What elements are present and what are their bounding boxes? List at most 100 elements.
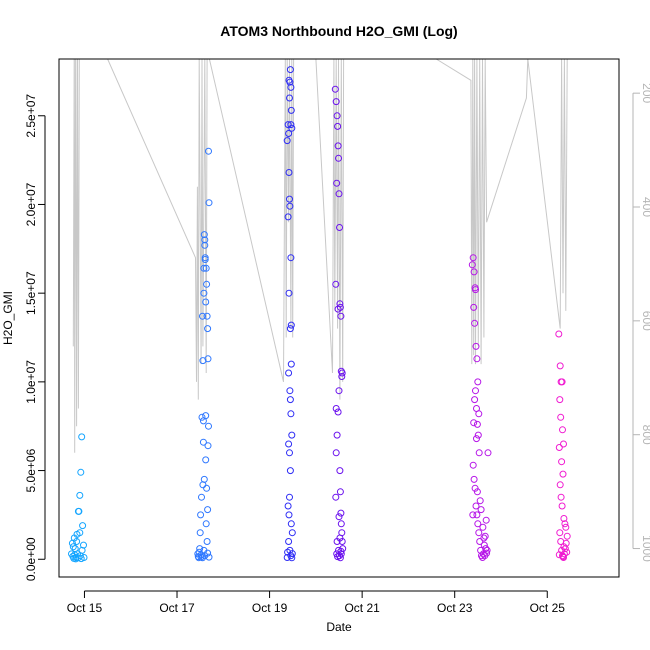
data-point (202, 264, 210, 272)
data-point (203, 280, 211, 288)
data-point (202, 456, 210, 464)
data-point (287, 106, 295, 114)
data-point (337, 509, 345, 517)
data-point (563, 532, 571, 540)
data-point (556, 481, 564, 489)
data-point (338, 369, 346, 377)
series-3 (283, 66, 296, 562)
y-tick-label: 1.5e+07 (24, 271, 38, 315)
data-point (73, 538, 81, 545)
data-point (338, 373, 346, 380)
y2-tick-label: 400 (640, 197, 650, 217)
data-point (333, 112, 341, 120)
series-4 (331, 85, 347, 562)
data-point (335, 190, 343, 198)
data-point (475, 410, 483, 418)
data-point (202, 520, 210, 528)
data-point (197, 511, 205, 519)
data-point (204, 442, 212, 450)
data-point (482, 516, 490, 524)
y-tick-label: 0.0e+00 (24, 537, 38, 581)
data-point (332, 449, 340, 457)
data-point (283, 554, 291, 561)
data-point (559, 426, 566, 434)
data-point (472, 286, 479, 294)
data-point (337, 312, 345, 320)
data-point (479, 554, 486, 561)
data-point (484, 449, 492, 457)
data-point (73, 530, 81, 538)
x-tick-label: Oct 19 (252, 601, 288, 615)
data-point (477, 506, 485, 514)
data-point (335, 513, 343, 521)
data-point (469, 511, 477, 519)
data-point (555, 330, 563, 338)
trace-line-5 (435, 59, 529, 365)
data-point (556, 529, 564, 537)
y-tick-label: 2.5e+07 (24, 94, 38, 138)
data-point (480, 534, 488, 542)
data-point (333, 431, 341, 439)
data-point (562, 539, 570, 547)
data-point (337, 520, 345, 528)
data-point (473, 420, 481, 428)
data-point (557, 493, 565, 501)
data-point (286, 396, 294, 404)
data-point (470, 268, 478, 276)
data-point (335, 387, 343, 395)
data-point (203, 484, 211, 492)
data-point (559, 470, 567, 478)
data-point (287, 83, 295, 91)
data-point (334, 142, 342, 150)
data-point (287, 520, 295, 528)
data-point (470, 475, 478, 483)
data-point (332, 98, 340, 106)
data-point (558, 458, 566, 466)
data-points-layer (68, 66, 571, 563)
x-axis: Oct 15 Oct 17 Oct 19 Oct 21 Oct 23 Oct 25 (67, 590, 565, 615)
data-point (285, 169, 293, 176)
data-point (205, 199, 213, 207)
data-point (284, 548, 292, 556)
data-point (201, 236, 209, 244)
data-point (473, 488, 481, 496)
data-point (80, 554, 88, 561)
y2-tick-label: 200 (640, 83, 650, 103)
data-point (473, 435, 480, 443)
pressure-trace-layer (72, 59, 568, 453)
data-point (200, 289, 208, 297)
data-point (287, 360, 295, 368)
data-point (334, 122, 342, 130)
data-point (202, 298, 210, 306)
data-point (482, 545, 490, 553)
y2-tick-label: 1000 (640, 535, 650, 562)
data-point (286, 195, 293, 203)
data-point (286, 493, 293, 501)
trace-line-2 (107, 59, 210, 400)
data-point (283, 137, 291, 145)
data-point (474, 520, 482, 528)
data-point (205, 553, 213, 561)
data-point (471, 319, 479, 327)
data-point (204, 549, 212, 557)
data-point (202, 412, 210, 420)
data-point (205, 147, 212, 155)
trace-line-6 (527, 59, 568, 329)
data-point (200, 231, 208, 239)
data-point (563, 548, 571, 556)
data-point (479, 523, 487, 531)
data-point (469, 254, 477, 262)
data-point (558, 502, 566, 510)
y2-tick-label: 600 (640, 311, 650, 331)
data-point (285, 130, 293, 137)
data-point (334, 305, 342, 313)
data-point (288, 124, 296, 132)
data-point (204, 506, 212, 514)
data-point (472, 387, 479, 395)
data-point (476, 497, 484, 505)
data-point (286, 94, 293, 102)
data-point (470, 419, 478, 427)
y-tick-label: 2.0e+07 (24, 182, 38, 226)
data-point (69, 543, 77, 551)
data-point (560, 543, 568, 551)
